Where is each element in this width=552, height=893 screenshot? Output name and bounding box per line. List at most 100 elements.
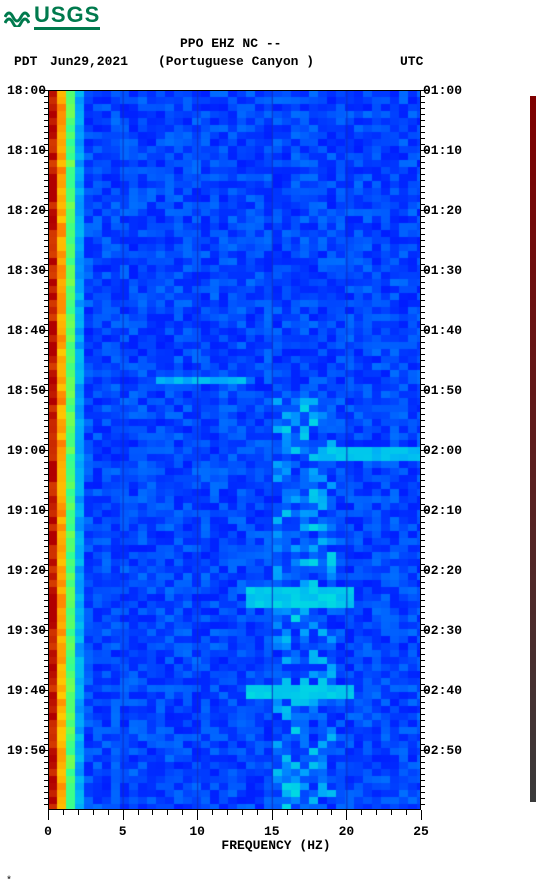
ytick-left-minor xyxy=(44,342,48,343)
ytick-right-minor xyxy=(421,186,425,187)
ytick-right-label: 01:40 xyxy=(423,323,462,338)
ytick-left-minor xyxy=(44,402,48,403)
ytick-right-minor xyxy=(421,366,425,367)
ytick-right-label: 02:40 xyxy=(423,683,462,698)
ytick-left-minor xyxy=(44,144,48,145)
ytick-right-minor xyxy=(421,648,425,649)
ytick-right-minor xyxy=(421,720,425,721)
ytick-left-minor xyxy=(44,618,48,619)
ytick-left-minor xyxy=(44,102,48,103)
ytick-left-minor xyxy=(44,588,48,589)
ytick-right-minor xyxy=(421,492,425,493)
ytick-right-minor xyxy=(421,732,425,733)
xtick xyxy=(197,810,198,820)
right-timezone-label: UTC xyxy=(400,54,423,69)
ytick-left-minor xyxy=(44,114,48,115)
ytick-left-minor xyxy=(44,468,48,469)
ytick-right-label: 01:00 xyxy=(423,83,462,98)
ytick-left-minor xyxy=(44,720,48,721)
ytick-right-minor xyxy=(421,378,425,379)
ytick-left-minor xyxy=(44,372,48,373)
ytick-left-minor xyxy=(44,180,48,181)
ytick-left-minor xyxy=(44,486,48,487)
ytick-right-minor xyxy=(421,426,425,427)
ytick-right-minor xyxy=(421,726,425,727)
ytick-left-minor xyxy=(44,288,48,289)
ytick-left-minor xyxy=(44,426,48,427)
ytick-right-minor xyxy=(421,432,425,433)
ytick-left-minor xyxy=(44,252,48,253)
ytick-right-minor xyxy=(421,240,425,241)
ytick-left-minor xyxy=(44,480,48,481)
ytick-right-minor xyxy=(421,672,425,673)
ytick-right-minor xyxy=(421,342,425,343)
ytick-left-label: 19:20 xyxy=(7,563,46,578)
ytick-right-minor xyxy=(421,246,425,247)
station-label: (Portuguese Canyon ) xyxy=(158,54,314,69)
xtick-label: 5 xyxy=(119,824,127,839)
ytick-left-minor xyxy=(44,138,48,139)
ytick-right-minor xyxy=(421,198,425,199)
ytick-left-minor xyxy=(44,744,48,745)
ytick-left-minor xyxy=(44,612,48,613)
ytick-right-minor xyxy=(421,498,425,499)
ytick-right-minor xyxy=(421,228,425,229)
xtick-minor xyxy=(242,810,243,815)
x-axis-line xyxy=(48,809,421,810)
ytick-left-minor xyxy=(44,222,48,223)
ytick-left-minor xyxy=(44,246,48,247)
ytick-right-minor xyxy=(421,774,425,775)
ytick-left-minor xyxy=(44,96,48,97)
ytick-right-minor xyxy=(421,558,425,559)
date-label: Jun29,2021 xyxy=(50,54,128,69)
ytick-left-minor xyxy=(44,456,48,457)
ytick-right-minor xyxy=(421,420,425,421)
ytick-left-minor xyxy=(44,786,48,787)
spectrogram-chart: 18:0018:1018:2018:3018:4018:5019:0019:10… xyxy=(48,90,421,810)
ytick-left-minor xyxy=(44,198,48,199)
ytick-left-minor xyxy=(44,552,48,553)
ytick-left-minor xyxy=(44,660,48,661)
ytick-right-label: 02:50 xyxy=(423,743,462,758)
ytick-right-minor xyxy=(421,234,425,235)
ytick-left-minor xyxy=(44,732,48,733)
ytick-left-minor xyxy=(44,240,48,241)
ytick-right-minor xyxy=(421,702,425,703)
ytick-left-minor xyxy=(44,336,48,337)
usgs-logo-text: USGS xyxy=(34,4,100,30)
ytick-left-minor xyxy=(44,438,48,439)
xtick-minor xyxy=(257,810,258,815)
ytick-right-minor xyxy=(421,666,425,667)
ytick-right-minor xyxy=(421,660,425,661)
ytick-left-minor xyxy=(44,684,48,685)
ytick-left-minor xyxy=(44,804,48,805)
xtick-minor xyxy=(152,810,153,815)
ytick-right-minor xyxy=(421,738,425,739)
ytick-left-minor xyxy=(44,576,48,577)
ytick-left-minor xyxy=(44,258,48,259)
ytick-left-minor xyxy=(44,294,48,295)
ytick-left-minor xyxy=(44,498,48,499)
ytick-left-label: 18:10 xyxy=(7,143,46,158)
ytick-right-minor xyxy=(421,462,425,463)
ytick-left-minor xyxy=(44,774,48,775)
ytick-left-minor xyxy=(44,276,48,277)
ytick-right-minor xyxy=(421,414,425,415)
ytick-right-minor xyxy=(421,678,425,679)
ytick-left-minor xyxy=(44,768,48,769)
ytick-left-minor xyxy=(44,714,48,715)
chart-title: PPO EHZ NC -- xyxy=(180,36,281,51)
ytick-right-minor xyxy=(421,762,425,763)
ytick-left-minor xyxy=(44,396,48,397)
xtick-label: 25 xyxy=(413,824,429,839)
footer-mark: * xyxy=(6,876,12,887)
ytick-right-minor xyxy=(421,534,425,535)
ytick-left-minor xyxy=(44,606,48,607)
ytick-right-minor xyxy=(421,792,425,793)
ytick-right-minor xyxy=(421,714,425,715)
ytick-right-minor xyxy=(421,768,425,769)
ytick-right-minor xyxy=(421,780,425,781)
ytick-left-label: 19:30 xyxy=(7,623,46,638)
ytick-right-minor xyxy=(421,174,425,175)
xtick-minor xyxy=(406,810,407,815)
